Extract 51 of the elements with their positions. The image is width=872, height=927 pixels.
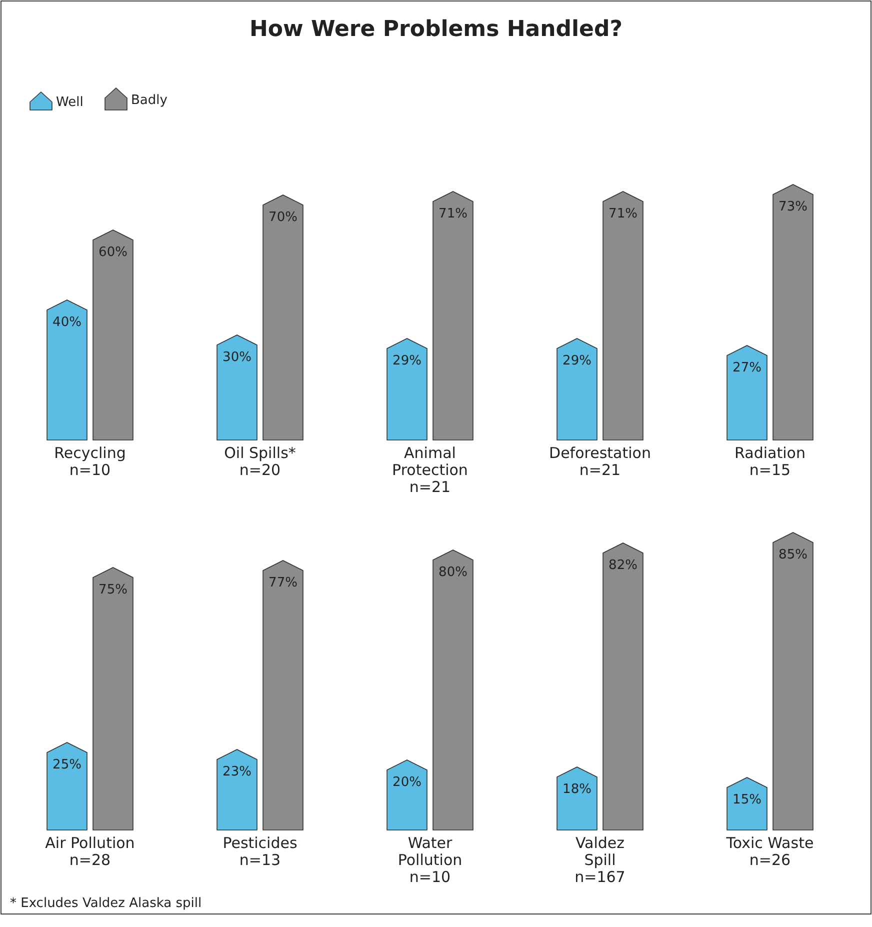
bar [262, 194, 304, 440]
legend-label: Well [56, 95, 84, 110]
legend-label: Badly [131, 93, 168, 108]
bar [46, 300, 88, 440]
bar [92, 567, 134, 830]
bar [432, 191, 474, 440]
data-label: 82% [608, 558, 638, 573]
x-tick-label: Oil Spills* n=20 [224, 444, 296, 479]
bar [46, 742, 88, 830]
data-label: 25% [52, 758, 82, 772]
bar [602, 191, 644, 440]
bar [772, 532, 814, 830]
data-label: 23% [222, 764, 252, 780]
data-label: 40% [52, 315, 82, 330]
data-label: 60% [98, 245, 128, 260]
bar [262, 560, 304, 830]
bar [386, 338, 428, 440]
bar [772, 184, 814, 440]
data-label: 27% [732, 360, 762, 376]
data-label: 73% [778, 200, 808, 214]
bar [556, 338, 598, 440]
data-label: 29% [392, 354, 422, 368]
bar [432, 550, 474, 830]
bar [216, 334, 258, 440]
data-label: 71% [438, 206, 468, 222]
data-label: 75% [98, 582, 128, 598]
chart-title: How Were Problems Handled? [250, 17, 622, 42]
data-label: 85% [778, 548, 808, 562]
data-label: 80% [438, 565, 468, 580]
data-label: 20% [392, 775, 422, 790]
x-tick-label: Air Pollution n=28 [45, 834, 135, 869]
data-label: 70% [268, 210, 298, 225]
bar [726, 345, 768, 440]
data-label: 71% [608, 206, 638, 222]
bar [216, 749, 258, 830]
x-tick-label: Recycling n=10 [54, 444, 126, 479]
x-tick-label: Pesticides n=13 [222, 834, 298, 869]
data-label: 15% [732, 792, 762, 808]
text: * Excludes Valdez Alaska spill [10, 896, 202, 911]
bar [92, 230, 134, 440]
data-label: 30% [222, 350, 252, 365]
x-tick-label: Animal Protection n=21 [392, 444, 468, 496]
x-tick-label: Toxic Waste n=26 [725, 834, 814, 869]
data-label: 29% [562, 354, 592, 368]
data-label: 18% [562, 782, 592, 797]
bar [602, 542, 644, 830]
x-tick-label: Radiation n=15 [734, 444, 806, 479]
x-tick-label: Deforestation n=21 [549, 444, 651, 479]
data-label: 77% [268, 576, 298, 590]
x-tick-label: Valdez Spill n=167 [574, 834, 626, 886]
x-tick-label: Water Pollution n=10 [398, 834, 462, 886]
